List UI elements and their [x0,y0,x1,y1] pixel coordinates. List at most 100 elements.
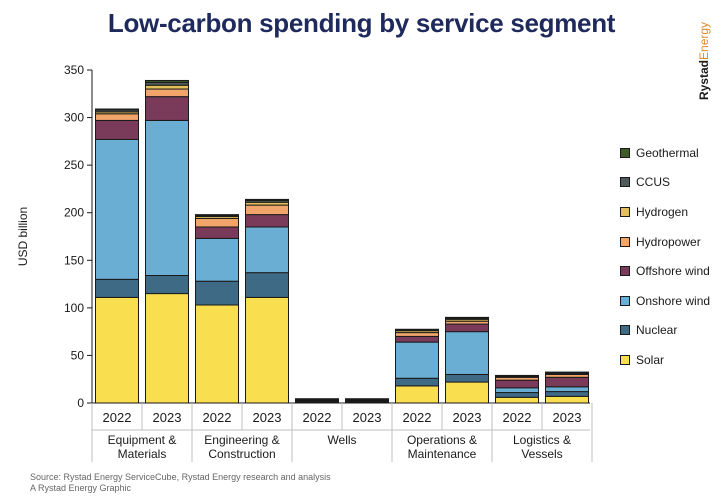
legend-label: Nuclear [636,323,678,338]
bar-segment [445,323,489,333]
legend-item: Nuclear [620,316,710,346]
y-tick-label: 200 [64,206,84,220]
bar-segment [495,387,539,394]
bar-segment [195,226,239,239]
legend-swatch [620,354,630,365]
bar-segment [245,296,289,404]
legend-label: CCUS [636,175,671,190]
bar-segment [195,304,239,404]
x-year-label: 2023 [153,410,182,425]
chart-title: Low-carbon spending by service segment [107,8,616,38]
bar-segment [495,374,539,377]
x-group-label: Operations & [407,433,477,447]
x-group-label: Vessels [521,447,562,461]
x-group-label: Engineering & [204,433,279,447]
x-group-label: Maintenance [408,447,477,461]
bar-segment [95,108,139,111]
bar-segment [545,395,589,404]
bar-segment [95,278,139,298]
bar-segment [145,88,189,98]
bar-segment [145,293,189,404]
bar-segment [445,381,489,404]
x-year-label: 2023 [453,410,482,425]
legend-label: Hydropower [636,234,701,249]
x-group-label: Construction [208,447,275,461]
x-group-label: Materials [118,447,167,461]
bar-segment [95,119,139,140]
bar-segment [245,272,289,298]
legend-item: Geothermal [620,138,710,168]
legend-item: Hydropower [620,227,710,257]
legend-swatch [620,147,630,158]
legend-label: Solar [636,352,665,367]
x-group-label: Wells [327,433,356,447]
legend-label: Geothermal [636,145,699,160]
x-year-label: 2023 [353,410,382,425]
x-year-label: 2023 [553,410,582,425]
bar-segment [445,316,489,319]
bar-segment [195,280,239,306]
bar-segment [395,377,439,387]
bar-segment [145,84,189,90]
x-year-label: 2022 [503,410,532,425]
bar-segment [95,296,139,404]
bar-segment [195,214,239,217]
legend-swatch [620,266,630,277]
bar-segment [245,204,289,216]
footer: Source: Rystad Energy ServiceCube, Rysta… [30,472,331,494]
bar-segment [495,379,539,389]
bar-segment [145,79,189,83]
credit-note: A Rystad Energy Graphic [30,483,132,493]
legend-swatch [620,206,630,217]
legend-item: Onshore wind [620,286,710,316]
legend-swatch [620,236,630,247]
source-note: Source: Rystad Energy ServiceCube, Rysta… [30,472,331,482]
y-tick-label: 100 [64,301,84,315]
bar-segment [145,96,189,121]
x-year-label: 2023 [253,410,282,425]
bar-segment [545,376,589,388]
bar-segment [295,398,339,400]
bar-segment [245,226,289,274]
legend-label: Offshore wind [636,264,710,279]
y-tick-label: 350 [64,63,84,77]
bar-segment [545,386,589,393]
bar-segment [495,396,539,404]
x-year-label: 2022 [103,410,132,425]
bar-segment [345,398,389,400]
bar-segment [545,371,589,374]
legend-item: Solar [620,345,710,375]
x-group-label: Equipment & [108,433,177,447]
y-tick-label: 50 [71,348,85,362]
legend-label: Onshore wind [636,293,711,308]
bar-segment [445,331,489,375]
bar-segment [445,373,489,383]
bar-segment [145,119,189,277]
bar-segment [395,332,439,337]
bar-segment [95,113,139,121]
bar-segment [195,237,239,282]
x-year-label: 2022 [403,410,432,425]
legend-item: CCUS [620,168,710,198]
bar-segment [395,341,439,379]
legend-item: Hydrogen [620,197,710,227]
legend-swatch [620,295,630,306]
legend-label: Hydrogen [636,204,689,219]
legend-swatch [620,177,630,188]
y-tick-label: 150 [64,253,84,267]
bar-segment [395,385,439,404]
bar-segment [95,138,139,280]
legend-swatch [620,325,630,336]
x-group-label: Logistics & [513,433,571,447]
bar-segment [145,275,189,295]
bar-segment [245,198,289,201]
x-year-label: 2022 [203,410,232,425]
legend-item: Offshore wind [620,256,710,286]
bar-segment [245,214,289,228]
bar-segment [395,328,439,331]
bar-segment [195,217,239,228]
bar-segment [545,391,589,397]
y-tick-label: 0 [77,396,84,410]
bar-segment [495,392,539,398]
